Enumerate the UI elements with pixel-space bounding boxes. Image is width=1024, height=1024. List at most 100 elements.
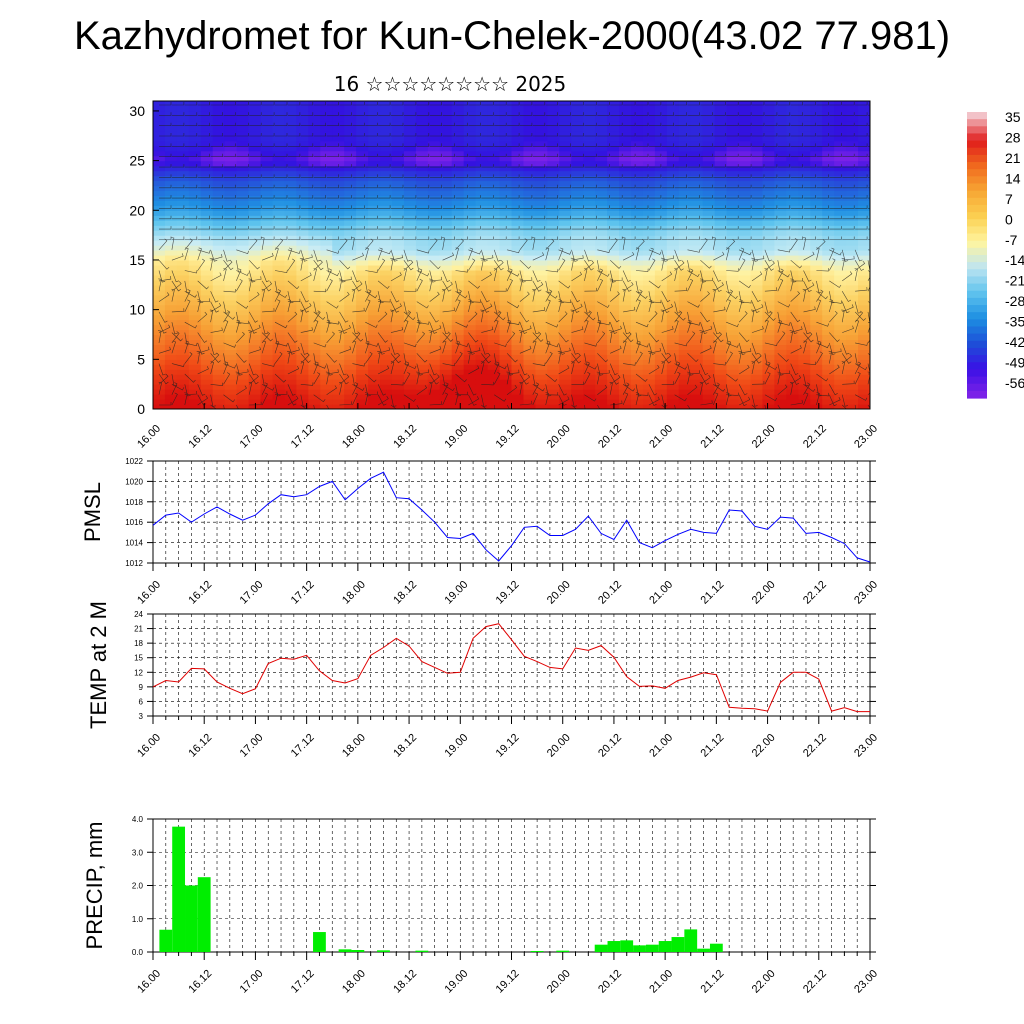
heatmap-cell bbox=[678, 399, 692, 405]
wind-barb bbox=[507, 122, 520, 126]
heatmap-cell bbox=[690, 165, 704, 172]
heatmap-cell bbox=[774, 190, 787, 196]
wind-barb bbox=[391, 215, 404, 220]
heatmap-cell bbox=[726, 299, 740, 306]
wind-barb bbox=[700, 277, 713, 282]
heatmap-cell bbox=[858, 215, 870, 221]
wind-barb bbox=[519, 195, 533, 199]
wind-barb bbox=[339, 311, 349, 323]
wind-barb bbox=[184, 174, 198, 178]
wind-barb bbox=[597, 215, 610, 220]
heatmap-cell bbox=[415, 339, 429, 346]
wind-barb bbox=[223, 320, 229, 333]
wind-barb bbox=[532, 331, 542, 344]
wind-barb bbox=[532, 332, 544, 342]
heatmap-cell bbox=[368, 155, 381, 162]
heatmap-cell bbox=[368, 354, 381, 360]
heatmap-cell bbox=[475, 190, 489, 196]
heatmap-cell bbox=[415, 215, 429, 221]
heatmap-cell bbox=[858, 210, 870, 216]
heatmap-cell bbox=[810, 200, 823, 206]
heatmap-cell bbox=[356, 309, 369, 316]
heatmap-cell bbox=[834, 245, 847, 251]
heatmap-cell bbox=[678, 101, 692, 107]
heatmap-cell bbox=[702, 200, 716, 206]
wind-barb bbox=[674, 301, 681, 314]
wind-barb bbox=[184, 270, 198, 274]
heatmap-cell bbox=[427, 374, 441, 380]
heatmap-cell bbox=[260, 101, 274, 107]
wind-barb bbox=[571, 353, 582, 364]
heatmap-cell bbox=[631, 294, 644, 301]
heatmap-cell bbox=[260, 215, 274, 221]
heatmap-cell bbox=[427, 105, 441, 112]
heatmap-cell bbox=[499, 155, 513, 162]
heatmap-cell bbox=[511, 394, 525, 400]
wind-barb bbox=[416, 133, 430, 137]
heatmap-cell bbox=[738, 225, 752, 231]
heatmap-cell bbox=[702, 279, 716, 286]
heatmap-cell bbox=[714, 200, 728, 206]
heatmap-cell bbox=[320, 150, 333, 157]
heatmap-cell bbox=[332, 230, 345, 236]
wind-barb bbox=[390, 361, 395, 375]
heatmap-cell bbox=[810, 309, 823, 316]
heatmap-cell bbox=[631, 101, 644, 107]
heatmap-cell bbox=[463, 374, 477, 380]
heatmap-cell bbox=[810, 394, 823, 400]
heatmap-cell bbox=[535, 394, 548, 400]
wind-barb bbox=[377, 394, 387, 406]
heatmap-cell bbox=[631, 180, 644, 187]
wind-barb bbox=[171, 373, 178, 387]
wind-barb bbox=[468, 215, 481, 220]
wind-barb bbox=[558, 299, 572, 303]
heatmap-cell bbox=[415, 299, 429, 306]
heatmap-cell bbox=[738, 190, 752, 196]
heatmap-cell bbox=[392, 329, 405, 336]
heatmap-cell bbox=[858, 250, 870, 256]
heatmap-cell bbox=[559, 175, 572, 182]
wind-barb bbox=[275, 215, 288, 220]
heatmap-cell bbox=[260, 220, 274, 226]
heatmap-cell bbox=[164, 240, 178, 246]
heatmap-cell bbox=[451, 264, 465, 271]
heatmap-cell bbox=[427, 215, 441, 221]
heatmap-cell bbox=[666, 180, 680, 187]
heatmap-cell bbox=[487, 105, 501, 112]
heatmap-cell bbox=[451, 105, 465, 112]
heatmap-cell bbox=[654, 404, 668, 409]
heatmap-cell bbox=[726, 125, 740, 132]
heatmap-cell bbox=[702, 170, 716, 177]
heatmap-cell bbox=[858, 404, 870, 409]
heatmap-cell bbox=[750, 379, 764, 385]
heatmap-cell bbox=[212, 289, 226, 296]
heatmap-cell bbox=[642, 339, 656, 346]
wind-barb bbox=[352, 373, 358, 387]
wind-barb bbox=[597, 174, 610, 178]
wind-barb bbox=[584, 205, 597, 209]
heatmap-cell bbox=[380, 235, 393, 241]
heatmap-cell bbox=[822, 170, 835, 177]
heatmap-cell bbox=[248, 389, 262, 395]
heatmap-cell bbox=[786, 101, 799, 107]
heatmap-cell bbox=[499, 130, 513, 137]
heatmap-cell bbox=[535, 115, 548, 122]
heatmap-cell bbox=[702, 359, 716, 365]
heatmap-cell bbox=[332, 334, 345, 341]
wind-barb bbox=[455, 174, 468, 178]
heatmap-cell bbox=[714, 359, 728, 365]
wind-barb bbox=[365, 269, 378, 273]
heatmap-cell bbox=[690, 120, 704, 127]
heatmap-cell bbox=[296, 344, 309, 350]
wind-barb bbox=[287, 112, 301, 116]
wind-barb bbox=[287, 395, 299, 406]
heatmap-cell bbox=[822, 374, 835, 380]
heatmap-cell bbox=[332, 314, 345, 321]
heatmap-cell bbox=[822, 399, 835, 405]
heatmap-cell bbox=[571, 394, 584, 400]
heatmap-cell bbox=[248, 210, 262, 216]
heatmap-cell bbox=[224, 120, 238, 127]
heatmap-cell bbox=[714, 215, 728, 221]
heatmap-cell bbox=[523, 379, 536, 385]
wind-barb bbox=[700, 345, 712, 354]
